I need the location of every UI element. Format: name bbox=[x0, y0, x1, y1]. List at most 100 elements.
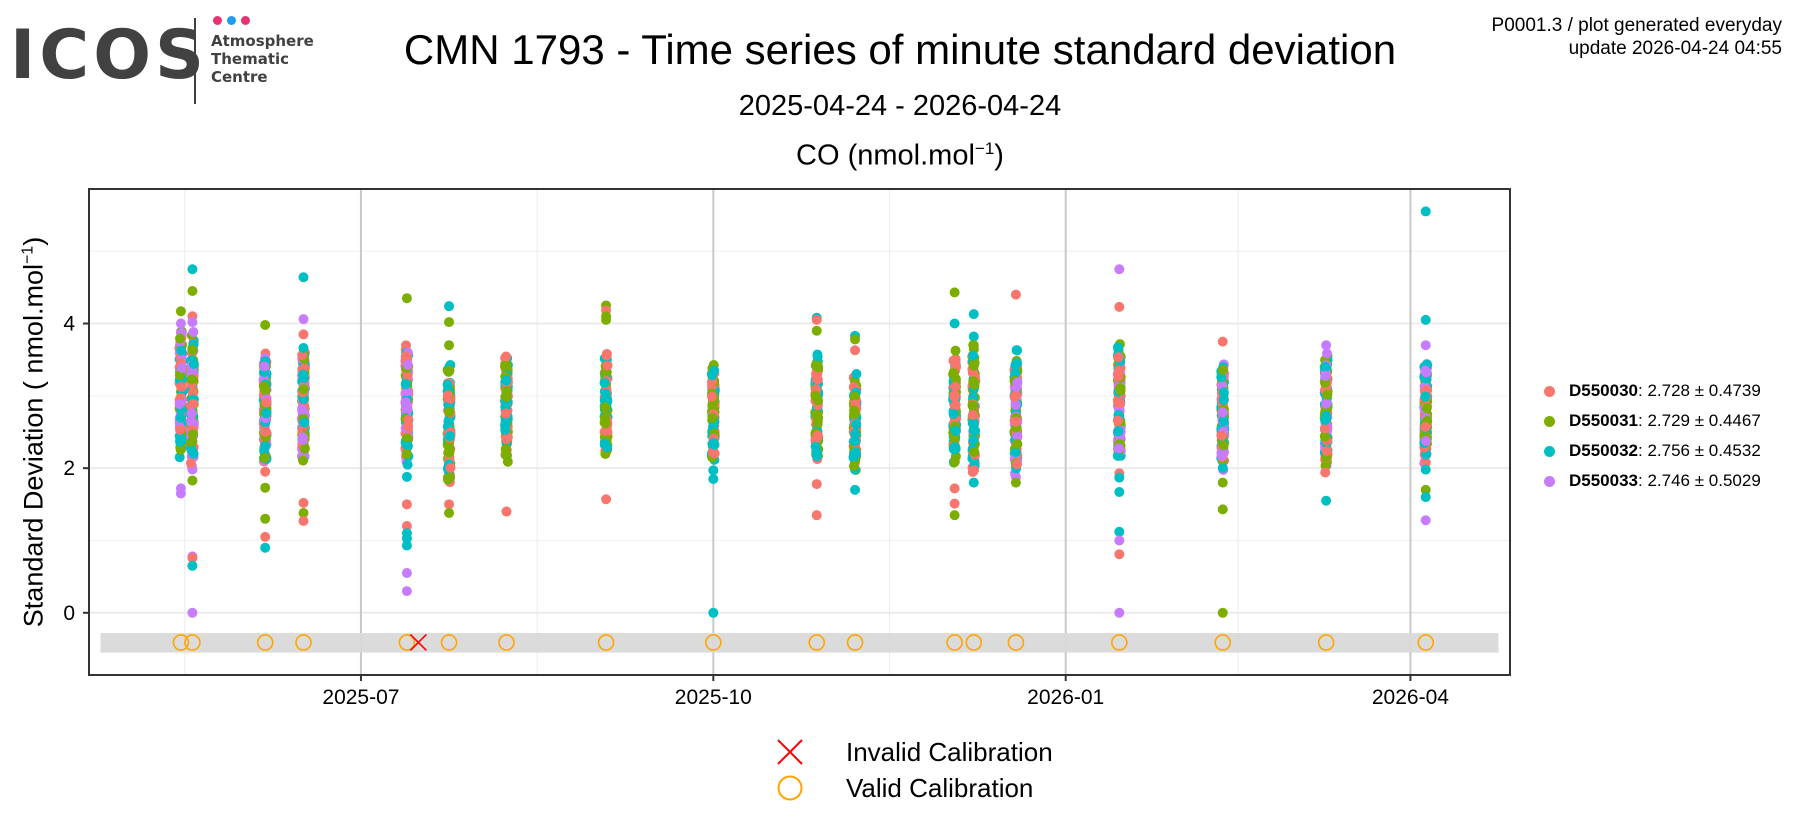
data-point-d550033 bbox=[401, 568, 412, 579]
data-point-d550030 bbox=[950, 399, 961, 410]
data-point-d550032 bbox=[708, 474, 719, 485]
data-point-d550031 bbox=[187, 475, 198, 486]
data-point-d550030 bbox=[1420, 421, 1431, 432]
data-point-d550033 bbox=[1420, 515, 1431, 526]
data-point-d550030 bbox=[850, 345, 861, 356]
data-point-d550031 bbox=[1012, 439, 1023, 450]
data-point-d550032 bbox=[1320, 415, 1331, 426]
data-point-d550032 bbox=[260, 542, 271, 553]
data-point-d550032 bbox=[811, 446, 822, 457]
data-point-d550032 bbox=[174, 452, 185, 463]
valid-calibration-marker bbox=[498, 634, 515, 651]
data-point-d550031 bbox=[1420, 484, 1431, 495]
data-point-d550031 bbox=[849, 391, 860, 402]
data-point-d550033 bbox=[298, 314, 309, 325]
data-point-d550030 bbox=[500, 408, 511, 419]
valid-calibration-marker bbox=[398, 634, 416, 651]
legend-series-name: D550032 bbox=[1569, 441, 1639, 460]
y-tick-label: 0 bbox=[63, 602, 75, 625]
data-point-d550031 bbox=[1217, 477, 1228, 488]
data-point-d550032 bbox=[968, 309, 979, 320]
data-point-d550033 bbox=[1217, 407, 1228, 418]
data-point-d550030 bbox=[298, 515, 309, 526]
data-point-d550031 bbox=[1322, 389, 1333, 400]
data-point-d550032 bbox=[298, 369, 309, 380]
data-point-d550031 bbox=[1320, 431, 1331, 442]
data-point-d550032 bbox=[850, 428, 861, 439]
data-point-d550033 bbox=[177, 362, 188, 373]
data-point-d550030 bbox=[298, 329, 309, 340]
valid-calibration-marker bbox=[846, 634, 864, 651]
session-cluster bbox=[1216, 336, 1230, 618]
valid-calibration-marker bbox=[440, 634, 458, 651]
data-point-d550031 bbox=[950, 374, 961, 385]
orange-circle-icon bbox=[770, 770, 810, 806]
legend-item-invalid-calibration: Invalid Calibration bbox=[770, 734, 1053, 770]
panel-title-end: ) bbox=[994, 139, 1004, 172]
axes: 0 2 4 2025-07 2025-10 2026-01 2026-04 bbox=[63, 313, 1449, 709]
data-point-d550031 bbox=[600, 402, 611, 413]
legend-mean: 2.728 bbox=[1647, 381, 1691, 400]
data-point-d550033 bbox=[174, 398, 185, 409]
legend-plusminus: ± bbox=[1690, 381, 1709, 400]
session-cluster bbox=[1009, 289, 1023, 488]
data-point-d550031 bbox=[401, 449, 412, 460]
data-point-d550030 bbox=[600, 425, 611, 436]
legend-item-valid-calibration: Valid Calibration bbox=[770, 770, 1053, 806]
data-point-d550031 bbox=[299, 443, 310, 454]
data-point-d550032 bbox=[444, 301, 455, 312]
data-point-d550030 bbox=[403, 414, 414, 425]
data-point-d550032 bbox=[1112, 342, 1123, 353]
data-point-d550033 bbox=[185, 415, 196, 426]
data-point-d550031 bbox=[501, 359, 512, 370]
data-point-d550031 bbox=[502, 456, 513, 467]
calibration-legend: Invalid Calibration Valid Calibration bbox=[770, 734, 1053, 806]
series-legend: D550030: 2.728 ± 0.4739 D550031: 2.729 ±… bbox=[1540, 376, 1761, 496]
data-point-d550032 bbox=[298, 342, 309, 353]
data-point-d550032 bbox=[599, 438, 610, 449]
data-point-d550032 bbox=[401, 533, 412, 544]
x-tick-label: 2025-07 bbox=[322, 686, 399, 709]
panel-title-superscript: −1 bbox=[974, 139, 995, 158]
valid-calibration-marker bbox=[946, 634, 963, 651]
data-point-d550030 bbox=[602, 360, 613, 371]
chart-title-text: CMN 1793 - Time series of minute standar… bbox=[403, 26, 1397, 73]
logo-dot bbox=[213, 16, 222, 25]
data-point-d550031 bbox=[1217, 504, 1228, 515]
data-point-d550030 bbox=[501, 351, 512, 362]
data-point-d550031 bbox=[402, 433, 413, 444]
data-point-d550033 bbox=[1216, 450, 1227, 461]
data-point-d550030 bbox=[1113, 371, 1124, 382]
data-point-d550030 bbox=[811, 510, 822, 521]
data-point-d550032 bbox=[708, 465, 719, 476]
data-point-d550030 bbox=[400, 340, 411, 351]
data-point-d550030 bbox=[1420, 457, 1431, 468]
data-point-d550032 bbox=[401, 540, 412, 551]
data-point-d550032 bbox=[402, 459, 413, 470]
legend-dot-icon bbox=[1544, 445, 1555, 457]
data-point-d550030 bbox=[175, 424, 186, 435]
data-point-d550032 bbox=[177, 434, 188, 445]
session-cluster bbox=[1419, 206, 1433, 526]
session-cluster bbox=[1319, 340, 1333, 506]
legend-item-d550031: D550031: 2.729 ± 0.4467 bbox=[1540, 406, 1761, 436]
data-point-d550030 bbox=[1216, 430, 1227, 441]
data-point-d550030 bbox=[949, 498, 960, 509]
data-point-d550030 bbox=[445, 462, 456, 473]
valid-calibration-marker bbox=[1111, 634, 1128, 651]
data-point-d550033 bbox=[186, 408, 197, 419]
data-point-d550030 bbox=[187, 387, 198, 398]
data-point-d550031 bbox=[968, 340, 979, 351]
data-point-d550030 bbox=[967, 409, 978, 420]
data-point-d550031 bbox=[707, 413, 718, 424]
data-point-d550030 bbox=[501, 506, 512, 517]
data-point-d550031 bbox=[950, 345, 961, 356]
data-point-d550032 bbox=[1217, 462, 1228, 473]
data-point-d550033 bbox=[175, 318, 186, 329]
data-point-d550030 bbox=[401, 499, 412, 510]
panel-title-main: CO (nmol.mol bbox=[796, 139, 975, 172]
logo-subtitle-line: Centre bbox=[211, 68, 268, 86]
data-point-d550032 bbox=[1420, 492, 1431, 503]
data-point-d550031 bbox=[260, 319, 271, 330]
session-cluster bbox=[258, 319, 272, 553]
